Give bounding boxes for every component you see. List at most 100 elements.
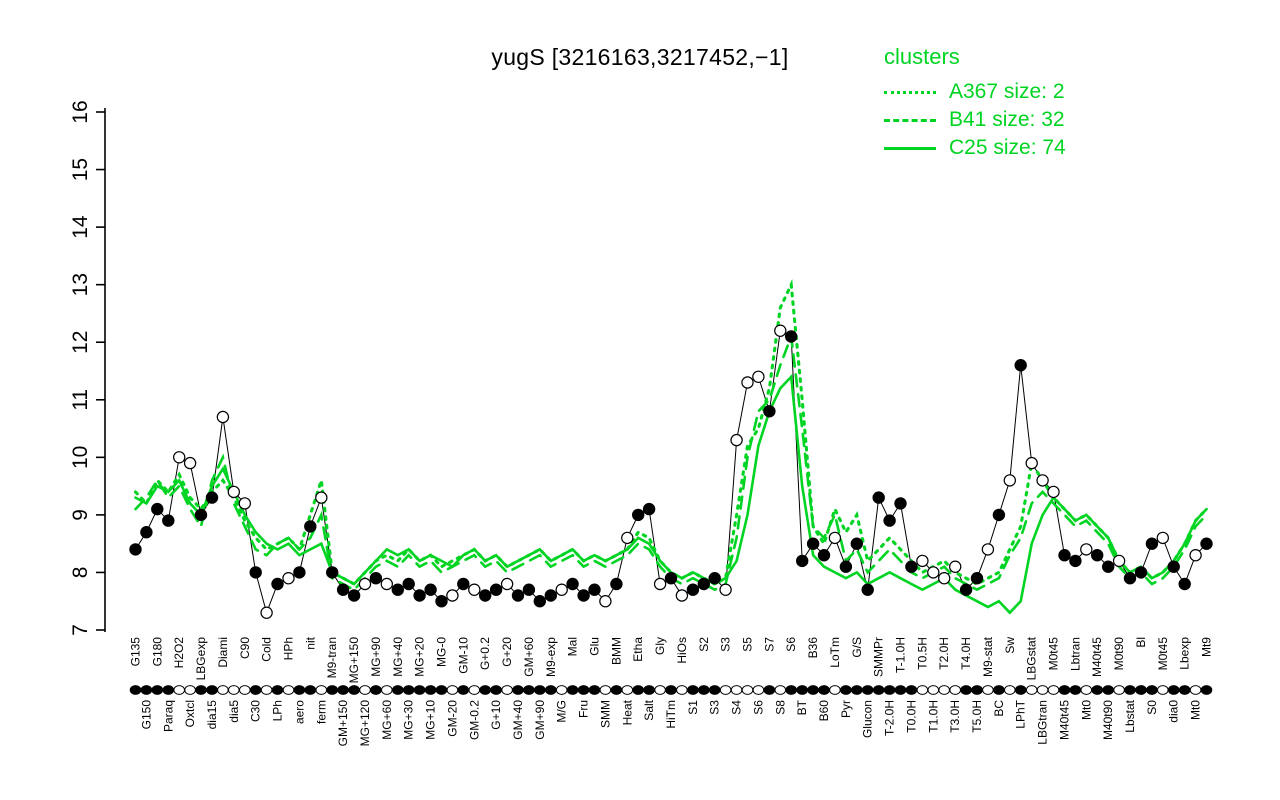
- rug-point: [905, 685, 918, 695]
- data-point: [1134, 566, 1148, 579]
- x-tick-label: nit: [303, 636, 317, 649]
- x-tick-label: G+10: [489, 700, 503, 730]
- data-point: [905, 560, 918, 573]
- data-point: [293, 566, 306, 579]
- data-point: [566, 577, 579, 591]
- x-tick-label: Lbstat: [1123, 699, 1137, 732]
- rug-point: [490, 685, 502, 695]
- x-tick-label: MG+90: [369, 637, 383, 677]
- data-point: [610, 577, 623, 591]
- rug-point: [577, 685, 590, 695]
- data-point: [992, 508, 1006, 522]
- rug-point: [271, 685, 284, 695]
- x-tick-label: Heat: [620, 699, 634, 725]
- rug-point: [195, 685, 207, 695]
- data-point: [326, 566, 339, 579]
- x-tick-label: GM-20: [445, 700, 459, 737]
- dashed-line-icon: [884, 118, 936, 122]
- rug-point: [916, 685, 929, 695]
- x-tick-label: Gly: [653, 637, 667, 655]
- solid-line-icon: [884, 146, 936, 150]
- rug-point: [654, 685, 666, 695]
- rug-point: [1157, 685, 1169, 695]
- data-point: [183, 456, 197, 470]
- rug-point: [993, 685, 1005, 695]
- data-point: [402, 577, 415, 591]
- y-tick-label: 15: [69, 158, 92, 181]
- data-point: [1090, 549, 1104, 562]
- x-tick-label: SMM: [598, 700, 612, 728]
- x-tick-label: dia5: [227, 700, 241, 723]
- x-tick-label: B60: [817, 700, 831, 722]
- x-tick-label: S4: [730, 700, 744, 715]
- data-point: [457, 577, 470, 591]
- rug-point: [217, 685, 229, 695]
- x-tick-label: S1: [686, 700, 700, 715]
- rug-point: [643, 685, 655, 695]
- data-point: [719, 583, 732, 596]
- data-point: [861, 583, 874, 596]
- x-tick-label: GM+150: [336, 700, 350, 747]
- rug-point: [555, 685, 568, 695]
- data-point: [227, 485, 240, 499]
- data-point: [621, 531, 634, 545]
- rug-point: [938, 685, 951, 695]
- rug-point: [435, 685, 448, 695]
- data-point: [533, 595, 547, 608]
- rug-point: [1102, 685, 1114, 695]
- data-point: [369, 572, 383, 585]
- data-point: [129, 543, 142, 556]
- rug-point: [1004, 685, 1016, 695]
- rug-point: [304, 685, 317, 695]
- x-tick-label: dia0: [1167, 700, 1181, 723]
- legend-entry-b41: B41 size: 32: [884, 106, 1066, 134]
- y-tick-label: 7: [69, 624, 92, 636]
- data-point: [588, 583, 601, 596]
- rug-point: [479, 685, 492, 695]
- rug-point: [1047, 685, 1060, 695]
- data-point: [763, 405, 776, 418]
- y-tick-label: 12: [69, 331, 92, 354]
- data-point: [938, 572, 951, 585]
- data-point: [140, 526, 153, 539]
- rug-point: [566, 685, 579, 695]
- data-point: [872, 491, 885, 504]
- rug-point: [894, 685, 907, 695]
- data-point: [172, 451, 186, 464]
- x-tick-label: M40t45: [1090, 637, 1104, 677]
- data-point: [741, 376, 754, 389]
- rug-point: [1167, 685, 1180, 695]
- data-point: [1123, 572, 1137, 585]
- data-point: [336, 583, 350, 596]
- data-point: [653, 577, 667, 591]
- rug-point: [774, 685, 787, 695]
- rug-point: [348, 685, 360, 695]
- data-point: [315, 491, 328, 504]
- data-point: [796, 554, 809, 568]
- rug-point: [239, 685, 251, 695]
- rug-point: [1058, 685, 1071, 695]
- x-tick-label: MG+120: [358, 700, 372, 747]
- rug-point: [708, 685, 721, 695]
- x-tick-label: B36: [806, 637, 820, 659]
- x-tick-label: S3: [708, 700, 722, 715]
- rug-point: [315, 685, 328, 695]
- y-tick-label: 11: [69, 389, 92, 411]
- rug-point: [632, 685, 645, 695]
- rug-point: [796, 685, 809, 695]
- data-point: [380, 577, 393, 591]
- data-point: [271, 577, 284, 591]
- x-tick-label: GM+60: [522, 637, 536, 677]
- rug-point: [446, 685, 459, 695]
- data-point: [1112, 554, 1126, 568]
- y-tick-label: 14: [69, 215, 92, 239]
- rug-point: [698, 685, 710, 695]
- x-tick-label: Mt0: [1079, 700, 1093, 720]
- x-tick-label: HPh: [281, 637, 295, 660]
- rug-point: [1069, 685, 1082, 695]
- data-point: [883, 514, 896, 527]
- rug-point: [861, 685, 874, 695]
- x-tick-label: C90: [238, 637, 252, 659]
- x-tick-label: S8: [773, 700, 787, 715]
- rug-point: [359, 685, 371, 695]
